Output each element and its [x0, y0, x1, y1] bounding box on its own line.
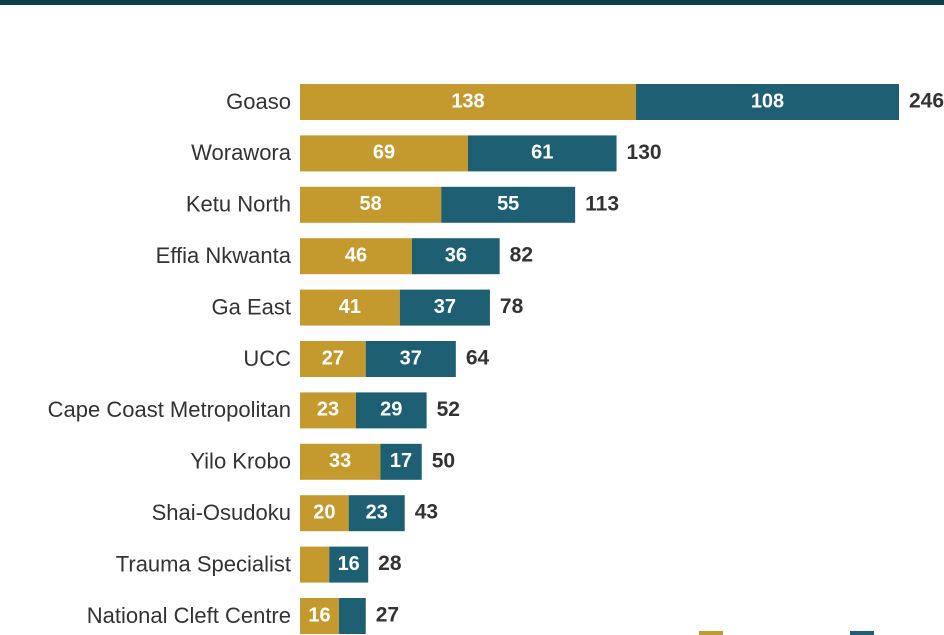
bar-segment: [300, 289, 400, 326]
bar-segment: [380, 443, 422, 480]
bar-segment: [329, 546, 369, 583]
legend-swatch: [850, 631, 874, 635]
segment-label: 41: [339, 296, 361, 318]
category-label: UCC: [243, 346, 291, 371]
bar-segment: [636, 84, 899, 120]
total-label: 82: [510, 244, 533, 267]
bar-segment: [365, 341, 456, 377]
total-label: 113: [585, 192, 619, 215]
segment-label: 29: [380, 399, 402, 421]
category-label: Cape Coast Metropolitan: [48, 397, 291, 422]
segment-label: 23: [317, 399, 339, 421]
total-label: 130: [627, 141, 662, 164]
bar-segment: [348, 495, 405, 532]
total-label: 78: [500, 295, 524, 318]
bar-segment: [412, 238, 500, 275]
total-label: 52: [437, 398, 460, 421]
segment-label: 36: [445, 244, 467, 266]
segment-label: 16: [338, 553, 360, 575]
bar-segment: [300, 392, 357, 429]
segment-label: 61: [531, 142, 553, 164]
bar-segment: [468, 135, 617, 172]
bar-segment: [356, 392, 427, 429]
segment-label: 55: [497, 193, 519, 215]
category-label: Yilo Krobo: [190, 449, 291, 474]
segment-label: 69: [373, 142, 395, 164]
top-bar: [0, 0, 944, 5]
bar-segment: [300, 341, 366, 377]
total-label: 43: [415, 501, 438, 524]
segment-label: 46: [345, 244, 367, 266]
segment-label: 33: [329, 450, 351, 472]
segment-label: 37: [400, 347, 422, 369]
bar-segment: [338, 598, 366, 634]
category-label: Shai-Osudoku: [152, 500, 291, 525]
category-label: Goaso: [226, 89, 291, 114]
total-label: 50: [432, 449, 455, 472]
segment-label: 16: [308, 604, 330, 626]
bar-segment: [399, 289, 490, 326]
category-label: National Cleft Centre: [87, 603, 291, 628]
segment-label: 23: [366, 501, 388, 523]
total-label: 28: [378, 552, 402, 575]
total-label: 27: [376, 604, 399, 627]
segment-label: 17: [390, 450, 412, 472]
segment-label: 37: [434, 296, 456, 318]
segment-label: 58: [359, 193, 381, 215]
category-label: Worawora: [191, 140, 292, 165]
segment-label: 27: [322, 347, 344, 369]
bar-segment: [300, 546, 330, 583]
bar-segment: [300, 598, 339, 634]
segment-label: 108: [751, 90, 784, 112]
category-label: Ketu North: [186, 192, 291, 217]
bar-segment: [300, 84, 637, 120]
total-label: 64: [466, 347, 490, 370]
bar-segment: [300, 495, 349, 532]
bar-segment: [300, 238, 413, 275]
legend-swatch: [699, 631, 723, 635]
bar-segment: [441, 186, 576, 223]
bar-segment: [300, 443, 381, 480]
bar-segment: [300, 186, 442, 223]
category-label: Trauma Specialist: [116, 551, 291, 576]
category-label: Effia Nkwanta: [156, 243, 292, 268]
segment-label: 20: [313, 501, 335, 523]
bar-segment: [300, 135, 469, 172]
category-label: Ga East: [212, 294, 291, 319]
segment-label: 138: [451, 90, 484, 112]
total-label: 246: [909, 90, 944, 113]
